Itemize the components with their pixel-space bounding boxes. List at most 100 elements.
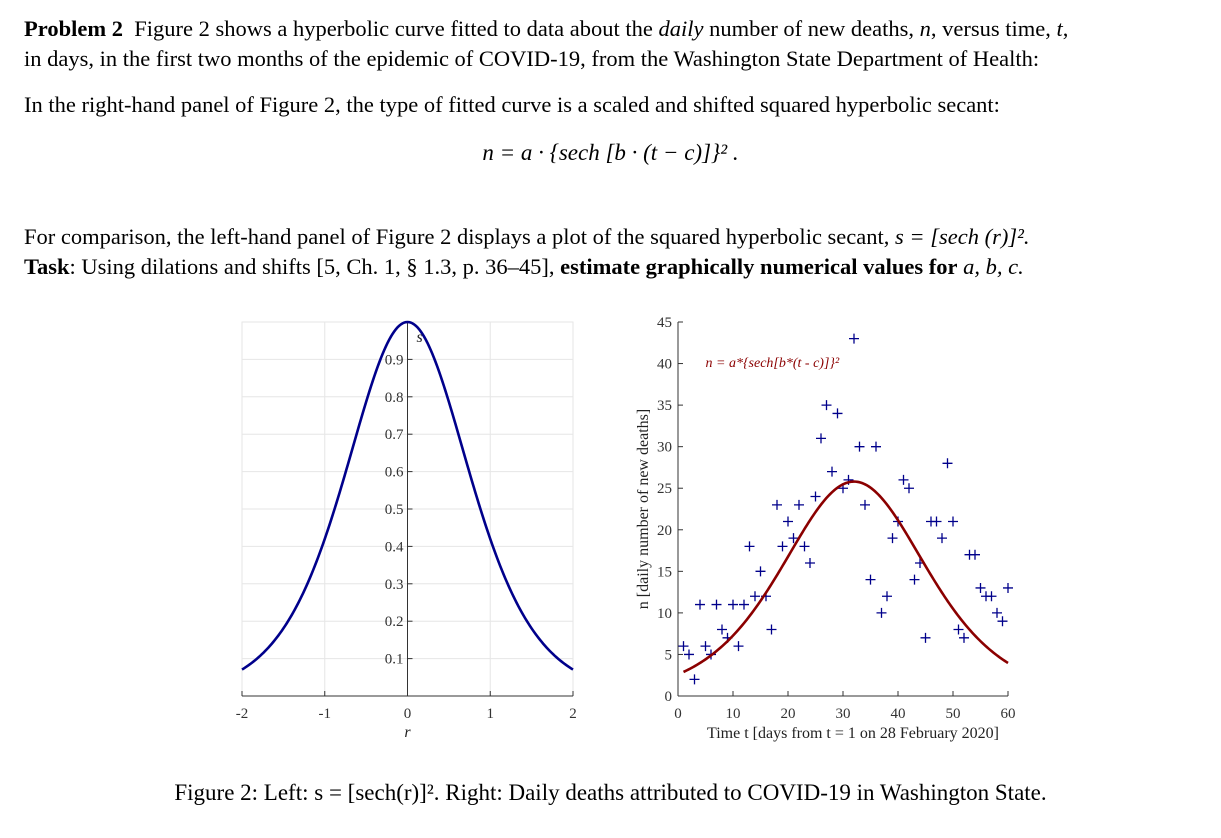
data-point xyxy=(689,674,700,685)
var-n: n xyxy=(919,16,931,41)
problem-text-1a: Figure 2 shows a hyperbolic curve fitted… xyxy=(134,16,653,41)
data-point xyxy=(975,582,986,593)
right-y-tick-label: 45 xyxy=(657,315,672,331)
data-point xyxy=(920,632,931,643)
left-x-tick-label: 1 xyxy=(487,706,495,722)
right-x-tick-label: 30 xyxy=(836,706,851,722)
data-point xyxy=(898,474,909,485)
data-point xyxy=(953,624,964,635)
data-point xyxy=(876,607,887,618)
intro-paragraph: In the right-hand panel of Figure 2, the… xyxy=(24,90,1204,120)
data-point xyxy=(777,541,788,552)
right-y-tick-label: 20 xyxy=(657,523,672,539)
data-point xyxy=(695,599,705,610)
left-y-tick-label: 0.9 xyxy=(385,352,404,368)
right-x-tick-label: 10 xyxy=(726,706,741,722)
data-point xyxy=(986,591,997,602)
data-point xyxy=(992,607,1002,618)
fit-equation: n = a · {sech [b · (t − c)]}² . xyxy=(482,140,739,165)
data-point xyxy=(717,624,727,635)
right-y-axis-label: n [daily number of new deaths] xyxy=(635,409,652,609)
fit-annotation: n = a*{sech[b*(t - c)]}² xyxy=(706,356,841,371)
right-y-tick-label: 0 xyxy=(665,689,673,705)
right-y-tick-label: 25 xyxy=(657,481,672,497)
left-y-tick-label: 0.8 xyxy=(385,390,404,406)
right-y-tick-label: 5 xyxy=(665,647,673,663)
data-point xyxy=(882,591,892,602)
problem-text-2: in days, in the first two months of the … xyxy=(24,46,1040,71)
problem-text-1d: , xyxy=(1062,16,1069,41)
problem-heading: Problem 2 xyxy=(24,16,123,41)
right-x-tick-label: 60 xyxy=(1001,706,1016,722)
data-point xyxy=(827,466,837,477)
fit-curve xyxy=(682,480,1009,674)
data-point xyxy=(887,533,898,544)
data-point xyxy=(931,516,942,527)
data-point xyxy=(810,491,821,502)
data-point xyxy=(733,641,744,652)
data-point xyxy=(711,599,722,610)
left-x-tick-label: 0 xyxy=(404,706,412,722)
figure-caption: Figure 2: Left: s = [sech(r)]². Right: D… xyxy=(174,780,1047,805)
right-y-tick-label: 15 xyxy=(657,564,672,580)
left-y-tick-label: 0.7 xyxy=(385,427,404,443)
left-chart: -2 -1 0 1 2 0.1 0.2 0.3 0.4 0.5 0.6 0.7 0.8 0.9 s r xyxy=(236,320,577,741)
sech-squared-curve xyxy=(241,320,574,671)
data-point xyxy=(783,516,793,527)
left-x-tick-label: -2 xyxy=(236,706,249,722)
right-x-tick-label: 0 xyxy=(674,706,682,722)
left-y-tick-label: 0.6 xyxy=(385,465,404,481)
problem-emph-daily: daily xyxy=(658,16,704,41)
data-point xyxy=(799,541,810,552)
left-y-axis-label: s xyxy=(417,329,423,346)
task-vars: a, b, c. xyxy=(963,254,1024,279)
task-label: Task xyxy=(24,254,70,279)
data-point xyxy=(755,566,766,577)
right-y-tick-label: 10 xyxy=(657,606,672,622)
data-point xyxy=(948,516,958,527)
data-point xyxy=(678,641,689,652)
left-y-tick-label: 0.3 xyxy=(385,577,404,593)
intro-text: In the right-hand panel of Figure 2, the… xyxy=(24,92,1000,117)
data-point xyxy=(959,632,969,643)
comparison-formula: s = [sech (r)]². xyxy=(895,224,1030,249)
data-point xyxy=(937,533,947,544)
left-x-tick-label: -1 xyxy=(319,706,332,722)
var-t: t xyxy=(1056,16,1063,41)
data-point xyxy=(739,599,749,610)
data-point xyxy=(788,533,799,544)
data-point xyxy=(942,458,953,469)
left-y-tick-label: 0.4 xyxy=(385,539,404,555)
right-chart: 0 10 20 30 40 50 60 0 5 10 15 20 25 30 35 40 45 n = a*{s… xyxy=(635,315,1016,742)
left-y-tick-label: 0.1 xyxy=(385,652,404,668)
data-point xyxy=(1003,582,1013,593)
data-point xyxy=(821,400,832,411)
right-x-tick-label: 50 xyxy=(946,706,961,722)
right-x-axis-label: Time t [days from t = 1 on 28 February 2… xyxy=(707,725,999,742)
data-point xyxy=(865,574,876,585)
data-point xyxy=(794,499,804,510)
right-y-tick-label: 40 xyxy=(657,357,672,373)
data-point xyxy=(871,441,881,452)
problem-statement: Problem 2 Figure 2 shows a hyperbolic cu… xyxy=(24,14,1204,74)
data-point xyxy=(849,333,859,344)
data-point xyxy=(728,599,738,610)
data-point xyxy=(860,499,870,510)
data-point xyxy=(684,649,694,660)
data-point xyxy=(700,641,711,652)
task-bold: estimate graphically numerical values fo… xyxy=(560,254,958,279)
right-y-tick-label: 35 xyxy=(657,398,672,414)
left-y-tick-label: 0.5 xyxy=(385,502,404,518)
right-y-tick-label: 30 xyxy=(657,440,672,456)
data-point xyxy=(904,483,914,494)
task-text: : Using dilations and shifts [5, Ch. 1, … xyxy=(69,254,555,279)
left-y-tick-label: 0.2 xyxy=(385,614,404,630)
right-x-tick-label: 40 xyxy=(891,706,906,722)
problem-text-1c: , versus time, xyxy=(930,16,1051,41)
data-point xyxy=(750,591,760,602)
problem-text-1b: number of new deaths, xyxy=(709,16,915,41)
right-x-tick-label: 20 xyxy=(781,706,796,722)
data-point xyxy=(832,408,843,419)
data-point xyxy=(805,558,815,569)
data-point xyxy=(772,499,782,510)
